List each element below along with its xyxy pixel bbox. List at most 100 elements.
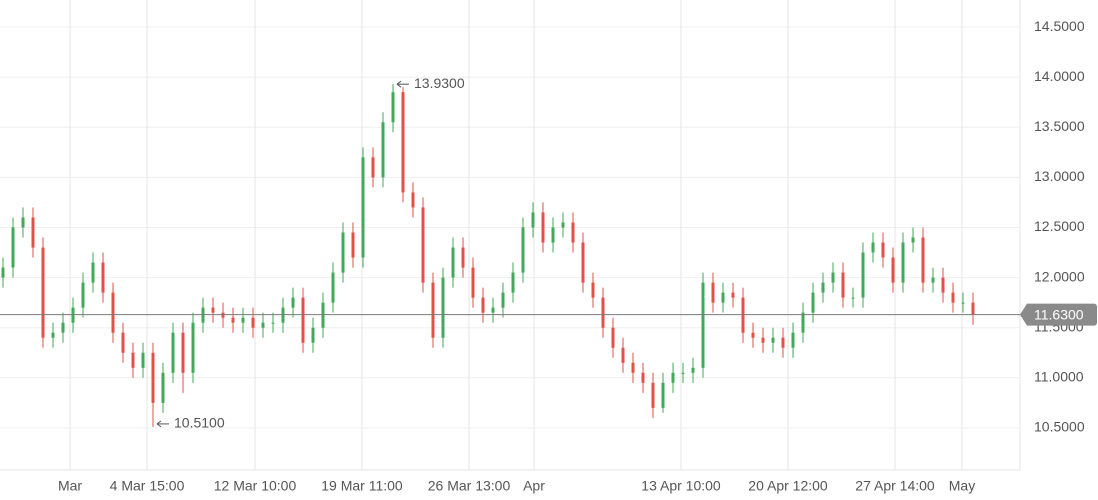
candle-body [81, 282, 85, 308]
candle-body [71, 307, 75, 323]
candle-body [901, 242, 905, 283]
candle-body [161, 372, 165, 403]
candle-body [281, 307, 285, 323]
candle-body [101, 262, 105, 293]
candle-body [301, 297, 305, 343]
candle-body [601, 297, 605, 328]
candle-body [611, 327, 615, 348]
candle-body [971, 302, 975, 315]
x-tick-label: Mar [58, 478, 82, 494]
y-tick-label: 13.5000 [1034, 118, 1085, 134]
candle-body [341, 232, 345, 273]
candle-body [951, 292, 955, 303]
candle-body [671, 372, 675, 383]
candle-body [571, 222, 575, 243]
candle-body [661, 382, 665, 408]
x-tick-label: 27 Apr 14:00 [855, 478, 935, 494]
candle-body [861, 252, 865, 298]
candle-body [831, 272, 835, 283]
candle-body [201, 307, 205, 323]
candle-body [291, 297, 295, 308]
candle-body [481, 297, 485, 313]
candle-body [171, 332, 175, 373]
candle-body [691, 367, 695, 373]
annotation-label: 13.9300 [414, 75, 465, 91]
candle-body [801, 312, 805, 333]
candle-body [581, 242, 585, 283]
candle-body [771, 337, 775, 343]
candle-body [531, 212, 535, 228]
candle-body [941, 277, 945, 293]
candle-body [681, 372, 685, 374]
candle-body [181, 332, 185, 373]
candle-body [521, 227, 525, 273]
candle-body [231, 317, 235, 323]
candle-body [811, 292, 815, 313]
candle-body [451, 247, 455, 278]
candle-body [61, 322, 65, 333]
candle-body [391, 92, 395, 123]
candle-body [21, 217, 25, 228]
candle-body [51, 332, 55, 338]
candle-body [761, 337, 765, 343]
candle-body [91, 262, 95, 283]
candle-body [441, 277, 445, 338]
candle-body [461, 247, 465, 268]
candle-body [491, 307, 495, 313]
candle-body [241, 317, 245, 323]
candle-body [781, 337, 785, 348]
last-price-tag [1020, 303, 1097, 326]
candle-body [631, 362, 635, 373]
candle-body [271, 322, 275, 324]
candle-body [701, 282, 705, 368]
candle-body [551, 227, 555, 243]
candle-body [361, 157, 365, 258]
candle-body [41, 247, 45, 338]
candle-body [891, 257, 895, 283]
candle-body [351, 232, 355, 258]
candle-body [31, 217, 35, 248]
y-tick-label: 11.0000 [1034, 369, 1084, 385]
candle-body [721, 292, 725, 303]
candle-body [591, 282, 595, 298]
candle-body [731, 292, 735, 298]
candle-body [911, 237, 915, 243]
candle-body [251, 317, 255, 328]
candle-body [621, 347, 625, 363]
candle-body [921, 237, 925, 283]
candle-body [511, 272, 515, 293]
candle-body [931, 277, 935, 283]
candle-body [641, 372, 645, 383]
y-tick-label: 14.0000 [1034, 68, 1085, 84]
candle-body [261, 322, 265, 328]
candle-body [191, 322, 195, 373]
candle-body [651, 382, 655, 408]
y-tick-label: 12.0000 [1034, 268, 1085, 284]
y-tick-label: 14.5000 [1034, 18, 1085, 34]
candle-body [121, 332, 125, 353]
candle-body [371, 157, 375, 178]
annotation-arrowhead [396, 80, 402, 88]
x-tick-label: 13 Apr 10:00 [641, 478, 721, 494]
candle-body [841, 272, 845, 298]
candle-body [871, 242, 875, 253]
candle-body [141, 352, 145, 368]
y-tick-label: 10.5000 [1034, 419, 1085, 435]
x-tick-label: 26 Mar 13:00 [428, 478, 511, 494]
candle-body [541, 212, 545, 243]
candle-body [961, 302, 965, 304]
candle-body [711, 282, 715, 303]
annotation-arrowhead [156, 420, 162, 428]
y-tick-label: 13.0000 [1034, 168, 1085, 184]
candle-body [311, 327, 315, 343]
candle-body [431, 282, 435, 338]
candle-body [331, 272, 335, 303]
candle-body [501, 292, 505, 308]
candle-body [421, 207, 425, 283]
x-tick-label: Apr [523, 478, 545, 494]
candle-body [791, 332, 795, 348]
candle-body [11, 227, 15, 268]
